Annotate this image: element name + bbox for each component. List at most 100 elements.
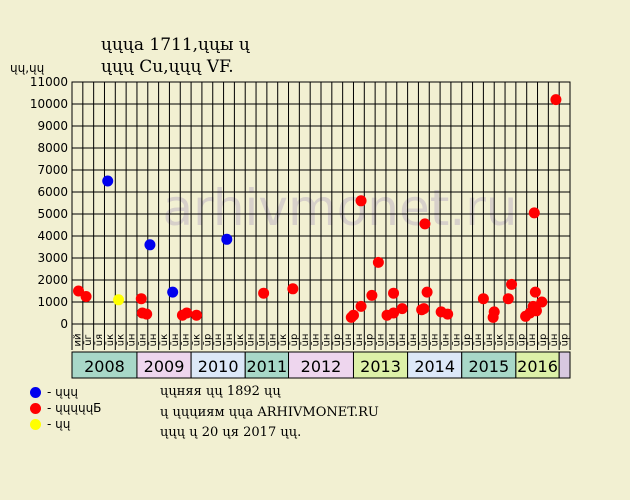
- data-point: [528, 207, 540, 219]
- y-tick-label: 5000: [37, 207, 68, 221]
- year-band: [558, 351, 571, 379]
- year-label: 2013: [360, 357, 401, 376]
- year-label: 2010: [198, 357, 239, 376]
- x-month-label: ūк: [235, 334, 246, 346]
- data-point: [287, 283, 299, 295]
- x-month-label: ūн: [170, 334, 181, 347]
- year-label: 2016: [517, 357, 558, 376]
- x-month-label: ūк: [495, 334, 506, 346]
- data-point: [113, 294, 125, 306]
- data-point: [347, 309, 359, 321]
- x-month-label: ūн: [441, 334, 452, 347]
- x-month-label: ūн: [256, 334, 267, 347]
- x-month-label: ūк: [278, 334, 289, 346]
- data-point: [191, 309, 202, 321]
- data-point: [102, 175, 114, 187]
- x-month-label: ūн: [386, 334, 397, 347]
- x-month-label: ūн: [484, 334, 495, 347]
- x-month-label: ūн: [376, 334, 387, 347]
- year-label: 2014: [414, 357, 455, 376]
- x-month-label: ūн: [354, 334, 365, 347]
- x-month-label: ūн: [527, 334, 538, 347]
- y-tick-label: 0: [60, 317, 68, 331]
- y-tick-label: 6000: [37, 185, 68, 199]
- x-month-label: ūк: [105, 334, 116, 346]
- x-month-label: ūн: [408, 334, 419, 347]
- data-point: [477, 293, 489, 305]
- x-month-label: ūк: [116, 334, 127, 346]
- data-point: [418, 303, 430, 315]
- year-band: [71, 351, 138, 379]
- chart-title: ųųųа 1711,ųųы ų: [101, 35, 250, 55]
- x-month-label: ūн: [430, 334, 441, 347]
- y-tick-label: 4000: [37, 229, 68, 243]
- x-month-label: ūн: [451, 334, 462, 347]
- data-point: [144, 239, 156, 251]
- x-month-label: ūн: [473, 334, 484, 347]
- data-point: [355, 195, 367, 207]
- watermark: arhivmonet.ru: [163, 179, 518, 237]
- x-month-label: ūн: [300, 334, 311, 347]
- legend-dot-yellow: [30, 418, 41, 430]
- y-tick-label: 7000: [37, 163, 68, 177]
- x-month-label: ūн: [343, 334, 354, 347]
- chart: arhivmonet.ru 0 1000 2000 3000 4000 5000 6000 70…: [30, 75, 571, 379]
- legend-item-red: - ųųųųųБ: [30, 400, 101, 416]
- data-point: [181, 307, 193, 319]
- year-band: [136, 351, 192, 379]
- data-point: [80, 291, 92, 302]
- footer-line-3: ųųų ų 20 ųя 2017 ųų.: [160, 425, 302, 440]
- x-month-label: ūр: [516, 334, 527, 347]
- x-month-label: ūн: [224, 334, 235, 347]
- year-label: 2012: [301, 357, 342, 376]
- legend-dot-red: [30, 402, 41, 414]
- legend-item-yellow: - ųų: [30, 416, 101, 432]
- x-month-label: ūн: [419, 334, 430, 347]
- data-point: [135, 293, 147, 305]
- year-band: [515, 351, 560, 379]
- year-label: 2009: [144, 357, 185, 376]
- year-band: [288, 351, 354, 379]
- year-band: [461, 351, 517, 379]
- chart-subtitle: ųųų Cu,ųųų VF.: [101, 57, 234, 77]
- x-month-label: ūн: [549, 334, 560, 347]
- x-month-label: ūк: [192, 334, 203, 346]
- legend-dot-blue: [30, 386, 41, 398]
- x-month-label: ūн: [397, 334, 408, 347]
- legend: - ųųų - ųųųųųБ - ųų: [30, 384, 101, 432]
- year-band: [407, 351, 463, 379]
- x-month-label: ūн: [181, 334, 192, 347]
- x-month-label: ūн: [127, 334, 138, 347]
- data-point: [419, 218, 431, 230]
- legend-label: - ųųųųųБ: [47, 401, 102, 415]
- data-point: [388, 287, 400, 299]
- data-point: [72, 285, 84, 297]
- data-point: [221, 233, 233, 245]
- y-tick-label: 1000: [37, 295, 68, 309]
- x-month-label: ūн: [137, 334, 148, 347]
- data-point: [536, 296, 548, 308]
- x-month-label: ūн: [267, 334, 278, 347]
- y-tick-label: 2000: [37, 273, 68, 287]
- y-tick-label: 10000: [30, 97, 68, 111]
- x-month-label: ūн: [311, 334, 322, 347]
- year-label: 2011: [247, 357, 288, 376]
- x-month-label: ūр: [289, 334, 300, 347]
- x-month-label: ūр: [462, 334, 473, 347]
- footer-line-2: ų ųųųиям ųųа ARHIVMONET.RU: [160, 405, 379, 420]
- y-tick-label: 8000: [37, 141, 68, 155]
- data-point: [258, 287, 270, 299]
- x-month-label: ūн: [505, 334, 516, 347]
- data-point: [396, 303, 408, 315]
- data-point: [355, 300, 367, 312]
- footer-line-1: ųųняя ųų 1892 ųų: [160, 384, 281, 399]
- x-month-label: ūн: [213, 334, 224, 347]
- legend-label: - ųų: [47, 417, 71, 431]
- data-point: [388, 307, 400, 319]
- x-month-label: ūя: [94, 334, 105, 346]
- y-tick-label: 11000: [30, 75, 68, 89]
- data-point: [502, 293, 514, 305]
- x-month-label: ūр: [202, 334, 213, 347]
- x-month-label: ūн: [321, 334, 332, 347]
- x-month-label: ūн: [148, 334, 159, 347]
